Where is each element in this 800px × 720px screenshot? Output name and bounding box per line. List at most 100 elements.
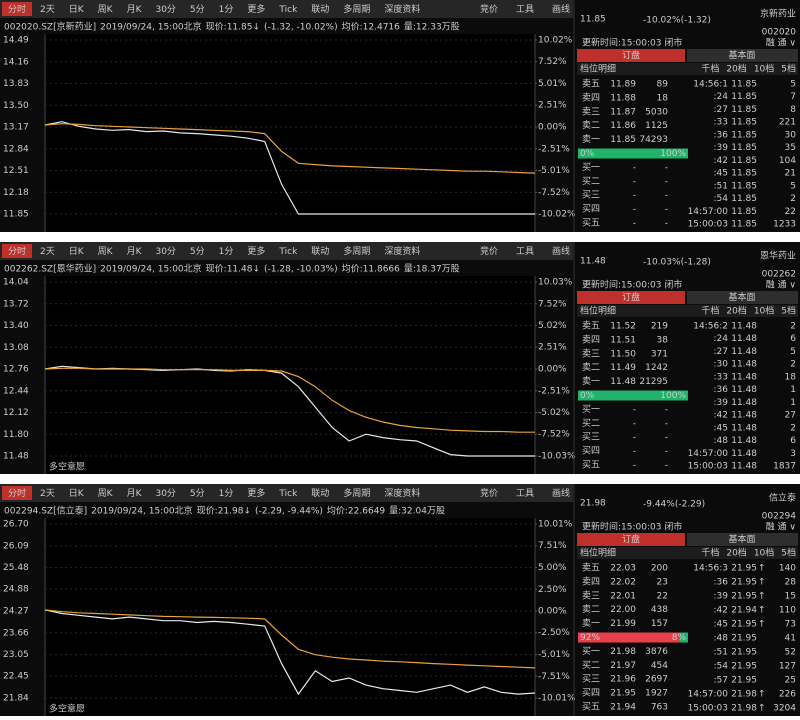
toolbar-label[interactable]: 月K [127, 488, 143, 499]
tab-label[interactable]: 基本面 [728, 291, 755, 303]
tool-button[interactable]: 画线 [552, 487, 570, 499]
tool-button[interactable]: 竞价 [480, 3, 498, 15]
tool-button[interactable]: 工具 [516, 246, 534, 257]
toolbar-label[interactable]: 5分 [190, 246, 205, 257]
level-option[interactable]: 千档 [701, 63, 719, 75]
toolbar-button[interactable] [241, 2, 272, 16]
toolbar-label[interactable]: 2天 [40, 5, 55, 15]
tab-label[interactable]: 订盘 [622, 291, 640, 303]
toolbar-button[interactable] [273, 486, 304, 500]
toolbar-label[interactable]: 分时 [8, 245, 26, 257]
toolbar-button[interactable] [378, 2, 427, 16]
toolbar-label[interactable]: 联动 [311, 246, 329, 257]
toolbar-button[interactable] [2, 244, 33, 258]
toolbar-button[interactable] [183, 2, 211, 16]
toolbar-button[interactable] [378, 486, 427, 500]
toolbar-button[interactable] [91, 244, 119, 258]
tool-button[interactable]: 工具 [516, 488, 534, 499]
tab-active[interactable] [577, 49, 685, 62]
toolbar-label[interactable]: 周K [98, 488, 114, 499]
toolbar-label[interactable]: 分时 [8, 487, 26, 499]
level-option[interactable]: 5档 [781, 305, 796, 317]
toolbar-button[interactable] [305, 244, 336, 258]
tool-button[interactable]: 工具 [516, 4, 534, 15]
toolbar-label[interactable]: 30分 [155, 4, 175, 15]
toolbar-label[interactable]: 多周期 [343, 487, 370, 499]
toolbar-label[interactable]: 5分 [190, 488, 205, 499]
tab-active[interactable] [577, 533, 685, 546]
toolbar-button[interactable] [305, 486, 336, 500]
toolbar-button[interactable] [149, 486, 182, 500]
toolbar-label[interactable]: 分时 [8, 3, 26, 15]
toolbar-label[interactable]: 多周期 [343, 245, 370, 257]
toolbar-label[interactable]: 深度资料 [384, 487, 420, 499]
toolbar-button[interactable] [149, 244, 182, 258]
tab-label[interactable]: 订盘 [622, 49, 640, 61]
toolbar-label[interactable]: 周K [98, 246, 114, 257]
tab-label[interactable]: 基本面 [728, 533, 755, 545]
toolbar-label[interactable]: 联动 [311, 4, 329, 15]
level-option[interactable]: 10档 [754, 547, 774, 559]
toolbar-button[interactable] [34, 2, 61, 16]
toolbar-label[interactable]: Tick [278, 489, 298, 499]
toolbar-button[interactable] [273, 244, 304, 258]
toolbar-label[interactable]: 月K [127, 246, 143, 257]
toolbar-label[interactable]: 深度资料 [384, 245, 420, 257]
toolbar-button[interactable] [337, 244, 377, 258]
level-option[interactable]: 20档 [726, 547, 746, 559]
toolbar-label[interactable]: 多周期 [343, 3, 370, 15]
level-option[interactable]: 20档 [726, 63, 746, 75]
toolbar-button[interactable] [120, 2, 148, 16]
toolbar-label[interactable]: 深度资料 [384, 3, 420, 15]
toolbar-button[interactable] [91, 2, 119, 16]
tab[interactable] [687, 533, 798, 546]
toolbar-label[interactable]: 30分 [155, 246, 175, 257]
toolbar-button[interactable] [273, 2, 304, 16]
toolbar-button[interactable] [62, 244, 90, 258]
toolbar-label[interactable]: 更多 [247, 245, 265, 257]
tab-active[interactable] [577, 291, 685, 304]
level-option[interactable]: 千档 [701, 547, 719, 559]
toolbar-button[interactable] [212, 2, 240, 16]
toolbar-label[interactable]: 更多 [247, 3, 265, 15]
toolbar-button[interactable] [183, 244, 211, 258]
toolbar-button[interactable] [212, 486, 240, 500]
level-option[interactable]: 千档 [701, 305, 719, 317]
toolbar-button[interactable] [91, 486, 119, 500]
toolbar-button[interactable] [149, 2, 182, 16]
level-option[interactable]: 5档 [781, 547, 796, 559]
toolbar-button[interactable] [120, 244, 148, 258]
tab[interactable] [687, 291, 798, 304]
tool-button[interactable]: 竞价 [480, 487, 498, 499]
toolbar-button[interactable] [34, 486, 61, 500]
toolbar-label[interactable]: 日K [69, 246, 85, 257]
tool-button[interactable]: 画线 [552, 245, 570, 257]
toolbar-label[interactable]: 更多 [247, 487, 265, 499]
toolbar-label[interactable]: 2天 [40, 247, 55, 257]
toolbar-button[interactable] [62, 486, 90, 500]
tab-label[interactable]: 订盘 [622, 533, 640, 545]
toolbar-label[interactable]: 1分 [219, 246, 234, 257]
level-option[interactable]: 20档 [726, 305, 746, 317]
level-option[interactable]: 10档 [754, 305, 774, 317]
tab[interactable] [687, 49, 798, 62]
level-option[interactable]: 10档 [754, 63, 774, 75]
tab-label[interactable]: 基本面 [728, 49, 755, 61]
toolbar-button[interactable] [241, 486, 272, 500]
toolbar-label[interactable]: 1分 [219, 4, 234, 15]
toolbar-label[interactable]: 周K [98, 4, 114, 15]
toolbar-button[interactable] [305, 2, 336, 16]
toolbar-label[interactable]: Tick [278, 5, 298, 15]
level-option[interactable]: 5档 [781, 63, 796, 75]
toolbar-button[interactable] [34, 244, 61, 258]
toolbar-button[interactable] [120, 486, 148, 500]
toolbar-label[interactable]: 1分 [219, 488, 234, 499]
toolbar-button[interactable] [212, 244, 240, 258]
toolbar-button[interactable] [62, 2, 90, 16]
tool-button[interactable]: 画线 [552, 3, 570, 15]
toolbar-button[interactable] [183, 486, 211, 500]
toolbar-label[interactable]: 联动 [311, 488, 329, 499]
toolbar-label[interactable]: 2天 [40, 489, 55, 499]
toolbar-label[interactable]: Tick [278, 247, 298, 257]
tool-button[interactable]: 竞价 [480, 245, 498, 257]
